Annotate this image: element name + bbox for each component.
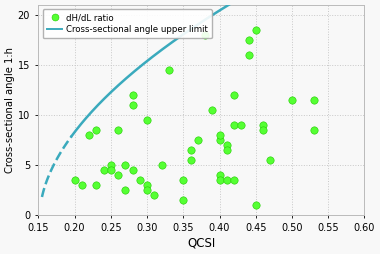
Point	[71, 178, 78, 182]
Point	[108, 163, 114, 167]
Point	[115, 128, 121, 132]
Point	[151, 193, 157, 197]
Point	[122, 163, 128, 167]
Point	[245, 38, 252, 42]
Point	[311, 98, 317, 102]
Cross-sectional angle upper limit	[70, 134, 74, 137]
Point	[217, 178, 223, 182]
Cross-sectional angle upper limit	[70, 134, 74, 137]
Point	[122, 188, 128, 192]
Point	[101, 168, 107, 172]
Cross-sectional angle upper limit	[180, 33, 185, 36]
Point	[224, 178, 230, 182]
Point	[144, 183, 150, 187]
Point	[195, 138, 201, 142]
Point	[130, 103, 136, 107]
Cross-sectional angle upper limit	[181, 33, 186, 36]
Point	[130, 168, 136, 172]
Point	[180, 178, 186, 182]
Point	[217, 173, 223, 177]
Point	[224, 148, 230, 152]
Point	[144, 118, 150, 122]
Cross-sectional angle upper limit	[184, 30, 189, 34]
Point	[231, 123, 237, 127]
Line: Cross-sectional angle upper limit: Cross-sectional angle upper limit	[72, 0, 260, 136]
Point	[130, 93, 136, 97]
Point	[289, 98, 295, 102]
Point	[166, 68, 172, 72]
Point	[224, 143, 230, 147]
Point	[253, 28, 259, 32]
Point	[93, 183, 99, 187]
Point	[217, 138, 223, 142]
Point	[158, 163, 165, 167]
Point	[209, 108, 215, 112]
Point	[260, 128, 266, 132]
Point	[187, 148, 193, 152]
Point	[217, 133, 223, 137]
Point	[253, 203, 259, 207]
Point	[144, 188, 150, 192]
Point	[115, 173, 121, 177]
Point	[238, 123, 244, 127]
Point	[79, 183, 85, 187]
Legend: dH/dL ratio, Cross-sectional angle upper limit: dH/dL ratio, Cross-sectional angle upper…	[43, 9, 212, 38]
Point	[187, 158, 193, 162]
Cross-sectional angle upper limit	[228, 3, 232, 6]
X-axis label: QCSI: QCSI	[187, 236, 215, 249]
Point	[180, 198, 186, 202]
Point	[108, 168, 114, 172]
Point	[267, 158, 273, 162]
Point	[231, 93, 237, 97]
Point	[311, 128, 317, 132]
Point	[86, 133, 92, 137]
Point	[202, 33, 208, 37]
Point	[260, 123, 266, 127]
Point	[93, 128, 99, 132]
Y-axis label: Cross-sectional angle 1:h: Cross-sectional angle 1:h	[5, 47, 15, 173]
Point	[231, 178, 237, 182]
Point	[245, 53, 252, 57]
Point	[137, 178, 143, 182]
